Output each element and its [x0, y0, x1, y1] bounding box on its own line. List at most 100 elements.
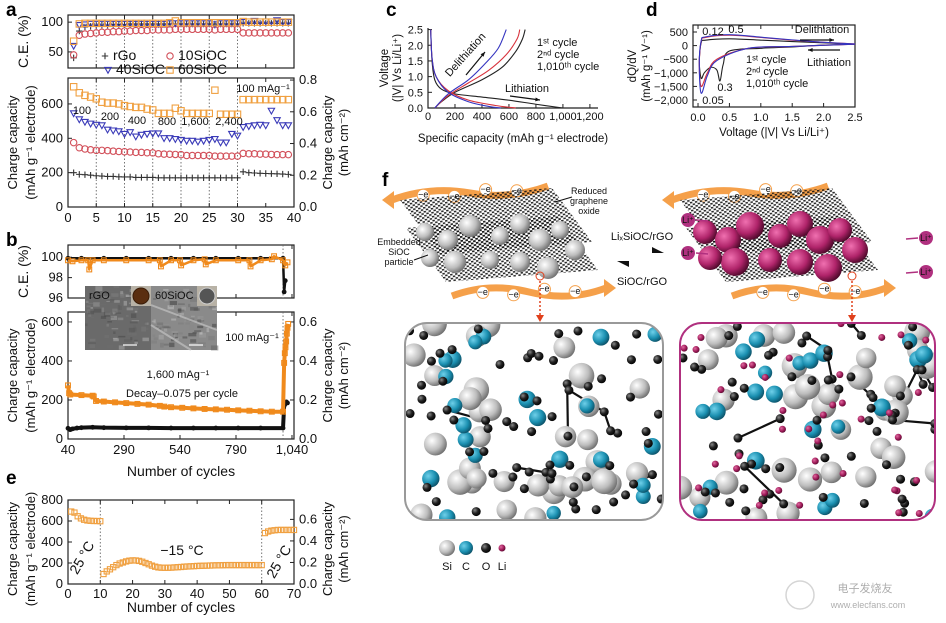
data-point [250, 18, 259, 26]
data-point [227, 130, 236, 139]
data-point [229, 561, 236, 569]
x-tick-label: 200 [446, 111, 464, 123]
atom-o [797, 338, 807, 348]
data-point [92, 121, 101, 130]
data-point [247, 263, 254, 270]
electron-path-bottom-right: −e −e −e −e [730, 279, 896, 302]
atom-o [629, 479, 639, 489]
lithiated-particle [842, 237, 868, 263]
y-tick-label: 0 [56, 576, 63, 591]
data-point [261, 150, 270, 158]
data-point [166, 174, 173, 181]
data-point [205, 151, 214, 160]
electron-label: −e [850, 286, 860, 296]
y-tick-label: 96 [49, 290, 63, 305]
atom-li [779, 407, 787, 415]
data-point [109, 127, 118, 135]
data-point [161, 403, 168, 410]
atom-li [819, 411, 827, 419]
data-point [271, 253, 278, 260]
atom-o [438, 376, 448, 386]
data-point [131, 20, 140, 29]
atom-li [829, 401, 837, 409]
atom-o [653, 409, 663, 419]
data-point [119, 559, 127, 566]
atom-o [405, 409, 415, 419]
data-point [272, 17, 282, 25]
data-point [177, 563, 185, 571]
structure-frame [404, 322, 664, 521]
atom-li [761, 373, 769, 381]
data-point [182, 18, 191, 27]
data-point [228, 174, 236, 181]
data-point [165, 150, 174, 159]
sioc-sem-image: 60SiOC [150, 286, 219, 351]
annotation: 200 [101, 111, 119, 123]
data-point [268, 527, 275, 534]
data-point [184, 563, 191, 570]
legend-si: Si [439, 540, 455, 573]
y-tick-label: 800 [41, 492, 63, 507]
data-point [199, 109, 208, 118]
panel-label-e: e [6, 468, 17, 489]
data-point [100, 398, 107, 405]
atom-o [641, 427, 651, 437]
atom-o [527, 427, 537, 437]
data-point [116, 560, 123, 567]
data-point [285, 320, 292, 327]
atom-c [708, 402, 726, 421]
atom-si [924, 460, 935, 483]
data-point [267, 150, 276, 159]
data-point [190, 562, 198, 570]
data-point [86, 266, 93, 273]
data-point [65, 382, 71, 389]
legend-entry: 40SiOC [116, 61, 165, 77]
data-point [187, 563, 194, 570]
y-tick-label: 0.5 [408, 87, 423, 99]
data-point [115, 173, 123, 180]
atom-o [764, 350, 774, 360]
atom-c [748, 331, 766, 348]
data-point [93, 398, 99, 404]
data-point [190, 257, 197, 264]
data-point [265, 528, 272, 535]
data-point [120, 19, 129, 28]
li-ion-label: Li⁺ [920, 267, 932, 277]
data-point [159, 20, 169, 29]
lithiated-atomic-structure [679, 322, 936, 521]
atom-o [846, 451, 856, 461]
data-point [211, 152, 219, 160]
legend-entry: 1ˢᵗ cycle [746, 54, 786, 66]
data-point [256, 18, 264, 26]
data-point [193, 562, 201, 570]
y2-tick-label: 0.4 [299, 353, 317, 368]
atom-o [647, 470, 657, 480]
data-point [235, 561, 243, 569]
atom-o [859, 498, 869, 508]
data-point [109, 147, 117, 155]
bond [743, 465, 785, 505]
data-point [188, 109, 197, 118]
atom-li [733, 465, 741, 473]
arrowhead-icon [884, 279, 896, 297]
legend-entry: 60SiOC [178, 61, 227, 77]
atom-o [569, 482, 579, 492]
data-point [154, 150, 163, 158]
data-point [77, 515, 85, 522]
data-point [177, 174, 185, 181]
atom-o [729, 392, 739, 402]
y-axis-label: C.E. (%) [15, 15, 31, 68]
legend-label: Si [442, 561, 452, 573]
data-point [205, 136, 214, 145]
data-point [210, 562, 217, 569]
atom-o [465, 447, 475, 457]
legend-o: O [481, 543, 491, 573]
x-tick-label: 0 [64, 586, 71, 601]
data-point [223, 561, 230, 569]
atom-li [885, 409, 893, 417]
atom-o [422, 482, 432, 492]
data-point [281, 526, 288, 534]
data-point [267, 107, 276, 116]
electrode-photo [132, 287, 150, 305]
sioc-particle [481, 251, 499, 269]
